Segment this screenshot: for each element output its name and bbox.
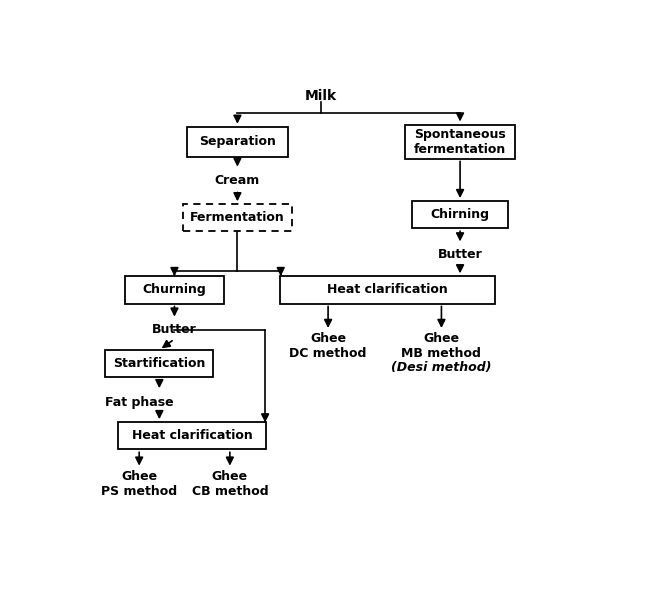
FancyBboxPatch shape — [183, 204, 292, 231]
Text: Cream: Cream — [214, 174, 260, 187]
Text: Ghee
DC method: Ghee DC method — [289, 332, 367, 360]
FancyBboxPatch shape — [118, 422, 266, 449]
Text: Butter: Butter — [152, 323, 197, 336]
FancyBboxPatch shape — [412, 201, 508, 229]
Text: Fermentation: Fermentation — [190, 211, 285, 224]
Text: Churning: Churning — [142, 284, 206, 297]
Text: Chirning: Chirning — [430, 208, 489, 221]
Text: Separation: Separation — [199, 135, 276, 148]
FancyBboxPatch shape — [125, 276, 224, 304]
Text: Ghee
PS method: Ghee PS method — [101, 471, 177, 498]
Text: Fat phase: Fat phase — [105, 397, 174, 410]
Text: Ghee
CB method: Ghee CB method — [192, 471, 268, 498]
Text: Startification: Startification — [113, 357, 205, 370]
FancyBboxPatch shape — [281, 276, 495, 304]
Text: Milk: Milk — [304, 89, 337, 103]
Text: Butter: Butter — [437, 248, 482, 261]
FancyBboxPatch shape — [105, 350, 213, 377]
Text: Heat clarification: Heat clarification — [327, 284, 448, 297]
FancyBboxPatch shape — [187, 127, 288, 156]
Text: (Desi method): (Desi method) — [391, 361, 491, 374]
Text: Spontaneous
fermentation: Spontaneous fermentation — [414, 128, 506, 156]
Text: Heat clarification: Heat clarification — [132, 429, 252, 442]
FancyBboxPatch shape — [405, 124, 515, 159]
Text: Ghee
MB method: Ghee MB method — [402, 332, 482, 360]
